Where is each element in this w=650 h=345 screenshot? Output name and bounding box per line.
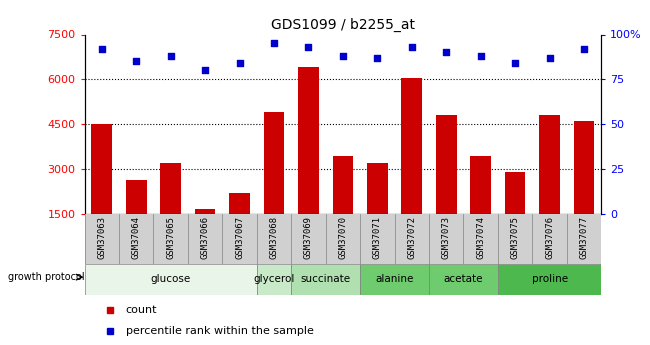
Text: glycerol: glycerol xyxy=(254,275,294,284)
Bar xyxy=(402,78,422,214)
Text: GSM37069: GSM37069 xyxy=(304,216,313,259)
Point xyxy=(579,46,590,52)
Text: growth protocol: growth protocol xyxy=(8,272,85,282)
Point xyxy=(372,55,382,61)
Text: GSM37073: GSM37073 xyxy=(442,216,450,259)
Text: alanine: alanine xyxy=(375,275,414,284)
Point xyxy=(234,60,244,66)
Point xyxy=(545,55,555,61)
Bar xyxy=(436,115,456,214)
Text: succinate: succinate xyxy=(300,275,351,284)
Bar xyxy=(195,209,215,214)
Text: GSM37064: GSM37064 xyxy=(132,216,140,259)
Text: glucose: glucose xyxy=(151,275,190,284)
Text: percentile rank within the sample: percentile rank within the sample xyxy=(126,326,314,336)
Point xyxy=(510,60,520,66)
Text: proline: proline xyxy=(532,275,567,284)
Title: GDS1099 / b2255_at: GDS1099 / b2255_at xyxy=(271,18,415,32)
Point xyxy=(96,46,107,52)
Text: GSM37077: GSM37077 xyxy=(580,216,588,259)
Point xyxy=(131,59,142,64)
Bar xyxy=(471,156,491,214)
Text: count: count xyxy=(126,305,157,315)
Text: GSM37071: GSM37071 xyxy=(373,216,382,259)
Bar xyxy=(161,163,181,214)
Bar xyxy=(360,264,429,295)
Text: GSM37066: GSM37066 xyxy=(201,216,209,259)
Point xyxy=(338,53,348,59)
Point xyxy=(303,44,314,50)
Bar xyxy=(333,156,353,214)
Bar xyxy=(264,112,284,214)
Bar xyxy=(291,264,360,295)
Point xyxy=(407,44,417,50)
Text: GSM37070: GSM37070 xyxy=(339,216,347,259)
Text: GSM37067: GSM37067 xyxy=(235,216,244,259)
Point xyxy=(269,41,280,46)
Bar xyxy=(298,67,318,214)
Point xyxy=(165,53,176,59)
Point xyxy=(200,68,211,73)
Text: GSM37075: GSM37075 xyxy=(511,216,519,259)
Point xyxy=(441,50,451,55)
Bar xyxy=(505,172,525,214)
Bar xyxy=(229,193,250,214)
Text: GSM37063: GSM37063 xyxy=(98,216,106,259)
Text: acetate: acetate xyxy=(444,275,483,284)
Bar xyxy=(540,115,560,214)
Text: GSM37068: GSM37068 xyxy=(270,216,278,259)
Bar xyxy=(574,121,594,214)
Bar xyxy=(367,163,387,214)
Text: GSM37072: GSM37072 xyxy=(408,216,416,259)
Bar xyxy=(126,179,146,214)
Text: GSM37065: GSM37065 xyxy=(166,216,175,259)
Bar xyxy=(257,264,291,295)
Bar xyxy=(92,124,112,214)
Bar xyxy=(84,264,257,295)
Bar xyxy=(498,264,601,295)
Bar xyxy=(429,264,498,295)
Text: GSM37074: GSM37074 xyxy=(476,216,485,259)
Text: GSM37076: GSM37076 xyxy=(545,216,554,259)
Point xyxy=(476,53,486,59)
